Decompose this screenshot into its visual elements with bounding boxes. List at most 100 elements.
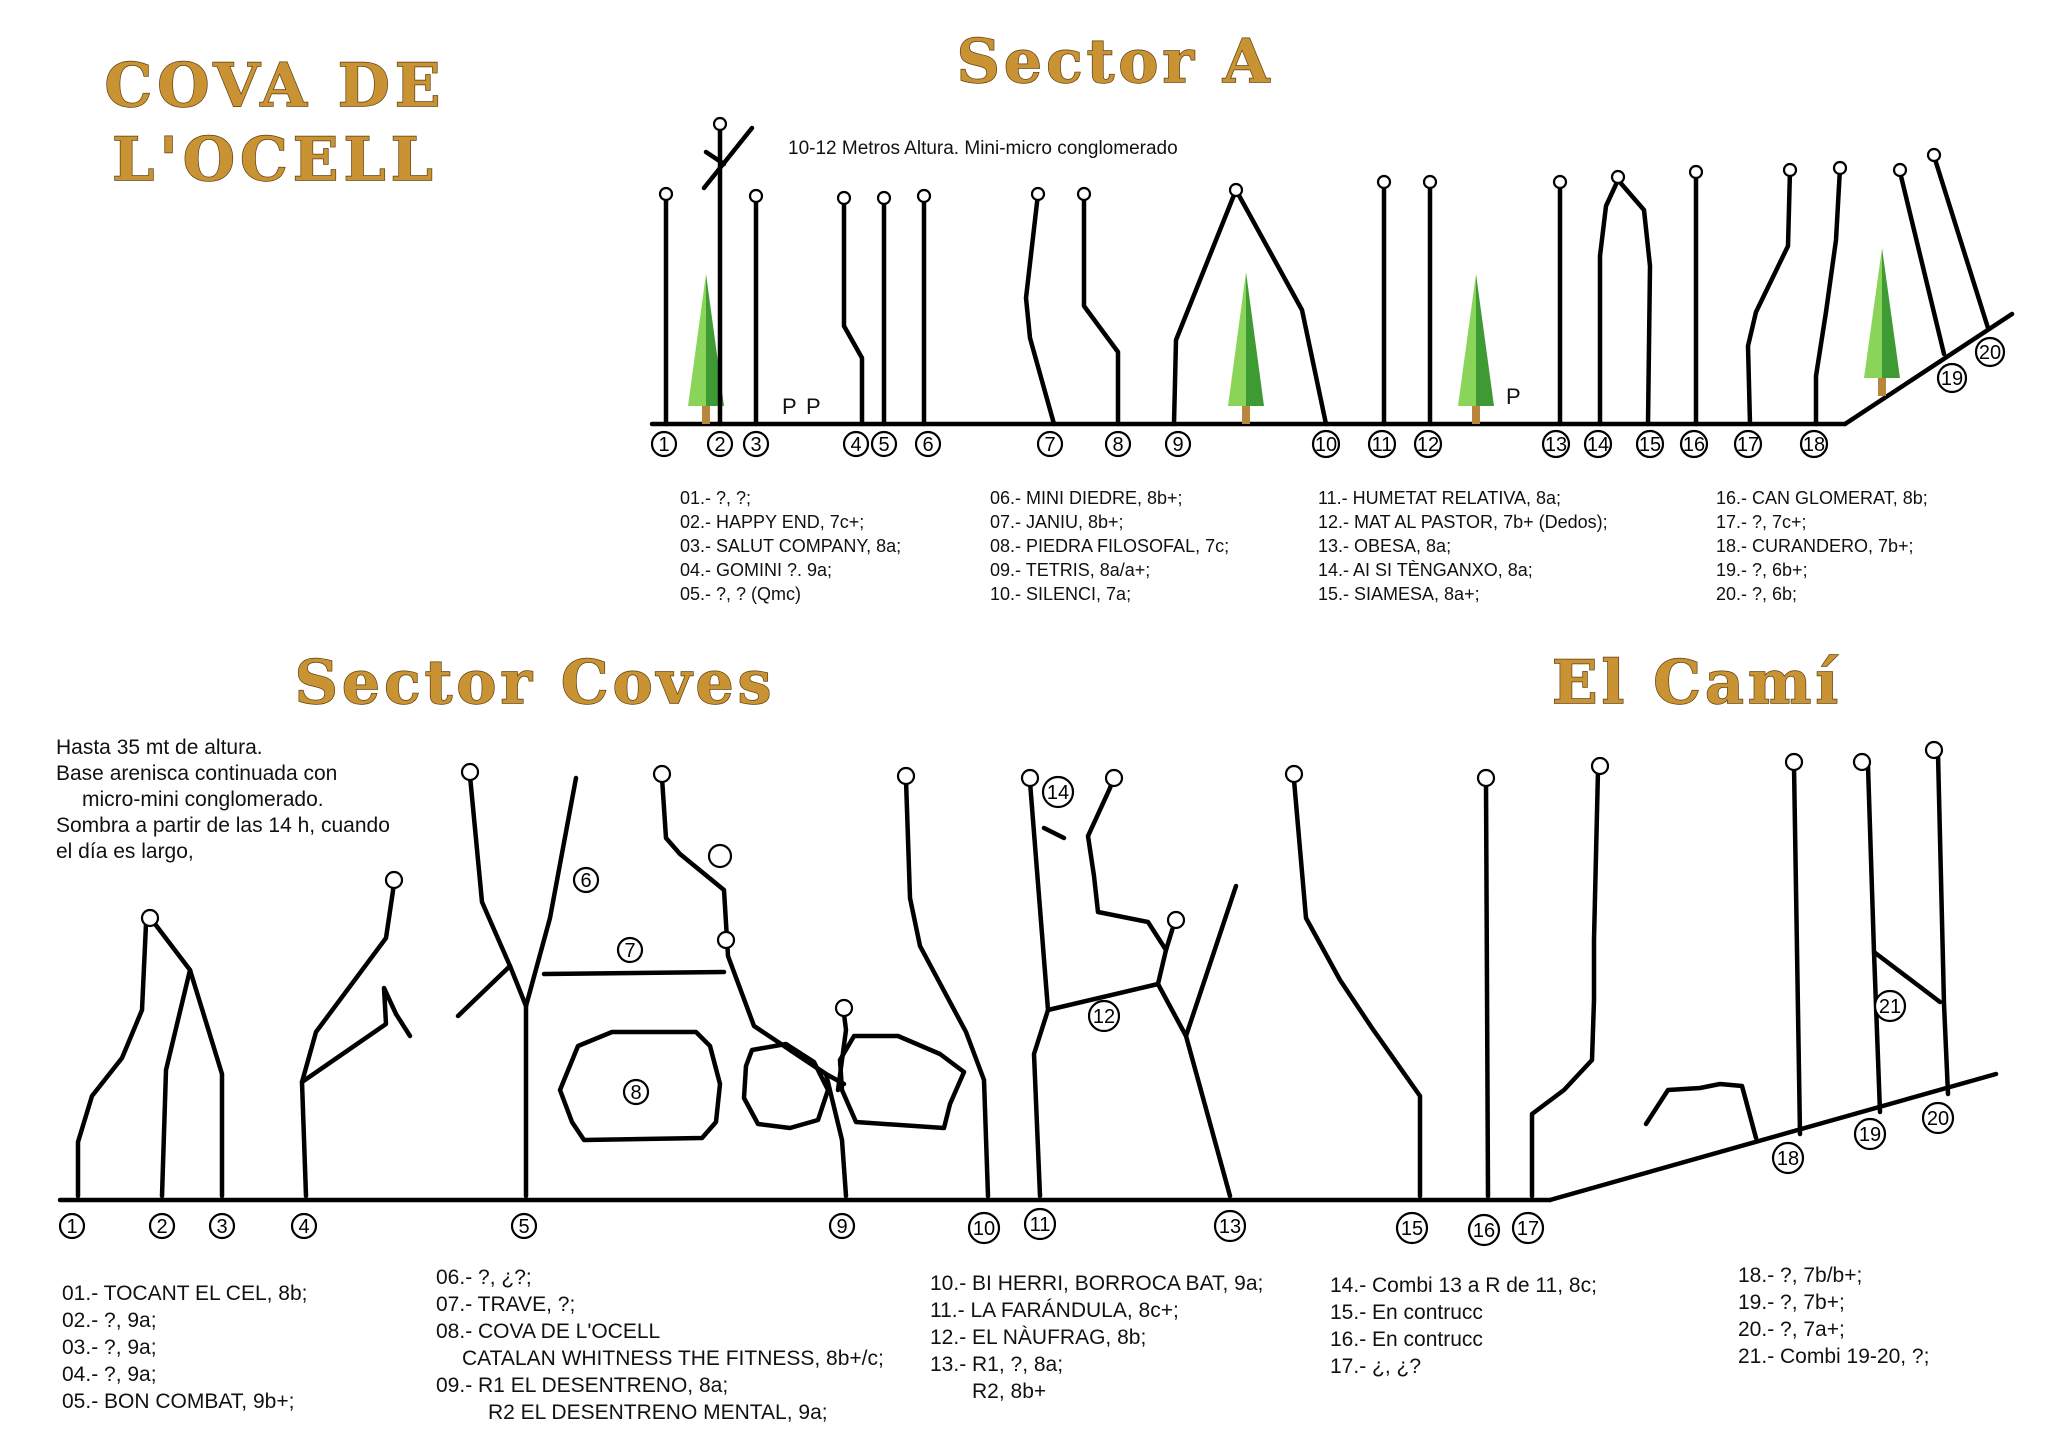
route-number-badge: 4 (290, 1212, 318, 1240)
svg-text:15: 15 (1401, 1218, 1423, 1240)
svg-text:Base arenisca continuada con: Base arenisca continuada con (56, 762, 337, 785)
sector-coves-route-line (1865, 763, 1883, 1115)
anchor-icon (1166, 910, 1186, 930)
route-number-badge: 2 (706, 430, 734, 458)
svg-text:21: 21 (1879, 996, 1901, 1018)
route-number-badge: 7 (1036, 430, 1064, 458)
svg-text:15: 15 (1639, 434, 1661, 456)
sector-a-route-line (1897, 169, 1947, 357)
sector-a-route-line (841, 195, 865, 427)
anchor-icon (1924, 740, 1944, 760)
legend-entry: 03.- ?, 9a; (62, 1336, 157, 1359)
anchor-icon (1104, 768, 1124, 788)
legend-entry: 16.- En contrucc (1330, 1328, 1483, 1351)
sector-a-note: 10-12 Metros Altura. Mini-micro conglome… (788, 138, 1178, 159)
anchor-icon (652, 764, 672, 784)
svg-text:8: 8 (1112, 434, 1123, 456)
legend-entry: 20.- ?, 7a+; (1738, 1318, 1845, 1341)
sector-coves-title: Sector Coves (295, 648, 776, 718)
legend-entry: 06.- MINI DIEDRE, 8b+; (990, 488, 1183, 508)
main-title-line1: COVA DE (104, 51, 445, 121)
svg-text:20: 20 (1979, 342, 2001, 364)
svg-text:el día es largo,: el día es largo, (56, 840, 194, 863)
svg-text:14: 14 (1587, 434, 1609, 456)
route-number-badge: 8 (622, 1078, 650, 1106)
legend-entry: 07.- JANIU, 8b+; (990, 512, 1124, 532)
sector-coves-ground (57, 1071, 1999, 1203)
svg-text:6: 6 (922, 434, 933, 456)
sector-a-route-line (1931, 153, 1991, 331)
anchor-icon (1476, 768, 1496, 788)
legend-entry: 14.- Combi 13 a R de 11, 8c; (1330, 1274, 1597, 1297)
svg-text:16: 16 (1473, 1220, 1495, 1242)
cave-outline (741, 1041, 831, 1131)
route-number-badge: 5 (870, 430, 898, 458)
sector-coves-route-line (541, 969, 727, 977)
anchor-icon (1030, 186, 1046, 202)
route-number-badge: 12 (1413, 429, 1443, 459)
cave-outline (1643, 1081, 1759, 1141)
tree-icon (1864, 248, 1900, 396)
route-number-badge: 10 (967, 1211, 1001, 1245)
route-number-badge: 8 (1104, 430, 1132, 458)
sector-coves-route-line (1529, 767, 1601, 1199)
legend-entry: 05.- BON COMBAT, 9b+; (62, 1390, 294, 1413)
legend-entry: 13.- OBESA, 8a; (1318, 536, 1451, 556)
anchor-icon (1284, 764, 1304, 784)
svg-text:19: 19 (1941, 368, 1963, 390)
legend-entry: 04.- GOMINI ?. 9a; (680, 560, 832, 580)
sector-coves-route-line (903, 777, 991, 1199)
sector-coves-route-line (1085, 779, 1169, 953)
sector-coves-route-line (1183, 883, 1239, 1039)
svg-text:1: 1 (658, 434, 669, 456)
sector-cami-title: El Camí (1552, 648, 1842, 718)
sector-a-routes (663, 121, 1991, 427)
route-number-badge: 18 (1799, 429, 1829, 459)
route-number-badge: 14 (1041, 775, 1075, 809)
svg-text:12: 12 (1417, 434, 1439, 456)
route-number-badge: 4 (842, 430, 870, 458)
sector-coves-route-line (787, 1047, 847, 1087)
legend-entry: 19.- ?, 7b+; (1738, 1291, 1845, 1314)
sector-coves-route-line (299, 881, 397, 1199)
anchor-icon (1020, 768, 1040, 788)
svg-text:7: 7 (624, 940, 635, 962)
route-number-badge: 18 (1771, 1141, 1805, 1175)
route-number-badge: 9 (828, 1212, 856, 1240)
anchor-icon (1552, 174, 1568, 190)
route-number-badge: 20 (1921, 1101, 1955, 1135)
sector-a-anchors (658, 116, 1942, 206)
legend-entry: R2, 8b+ (972, 1380, 1046, 1403)
sector-coves-route-line (187, 967, 225, 1199)
route-number-badge: 21 (1873, 989, 1907, 1023)
legend-entry: 15.- SIAMESA, 8a+; (1318, 584, 1480, 604)
svg-text:12: 12 (1093, 1006, 1115, 1028)
svg-text:9: 9 (836, 1216, 847, 1238)
svg-text:10: 10 (1315, 434, 1337, 456)
svg-text:4: 4 (298, 1216, 309, 1238)
sector-a-route-line (703, 149, 727, 167)
anchor-icon (384, 870, 404, 890)
legend-entry: 03.- SALUT COMPANY, 8a; (680, 536, 901, 556)
sector-coves-route-line (1871, 949, 1943, 1005)
anchor-icon (1832, 160, 1848, 176)
route-number-badge: 1 (58, 1212, 86, 1240)
route-number-badge: 20 (1974, 336, 2006, 368)
legend-entry: 19.- ?, 6b+; (1716, 560, 1808, 580)
sector-coves-note: Hasta 35 mt de altura. Base arenisca con… (56, 736, 390, 863)
sector-coves-route-numbers: 1 2 3 4 5 6 7 8 9 10 11 12 13 14 15 16 1… (58, 775, 1955, 1247)
legend-entry: 01.- ?, ?; (680, 488, 751, 508)
route-number-badge: 11 (1023, 1207, 1057, 1241)
legend-entry: 12.- EL NÀUFRAG, 8b; (930, 1326, 1146, 1349)
anchor-icon (1590, 756, 1610, 776)
route-number-badge: 9 (1164, 430, 1192, 458)
legend-entry: 01.- TOCANT EL CEL, 8b; (62, 1282, 308, 1305)
anchor-icon (1688, 164, 1704, 180)
svg-text:11: 11 (1030, 1214, 1051, 1236)
anchor-icon (916, 188, 932, 204)
sector-a-route-line (1023, 191, 1057, 427)
legend-entry: 17.- ¿, ¿? (1330, 1355, 1421, 1378)
anchor-icon (1376, 174, 1392, 190)
